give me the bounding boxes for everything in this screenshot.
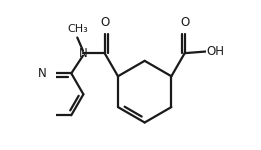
Text: O: O — [180, 16, 189, 29]
Text: OH: OH — [207, 45, 225, 58]
Text: O: O — [100, 16, 109, 29]
Text: CH₃: CH₃ — [67, 24, 88, 34]
Text: N: N — [38, 67, 47, 80]
Text: N: N — [79, 47, 87, 60]
